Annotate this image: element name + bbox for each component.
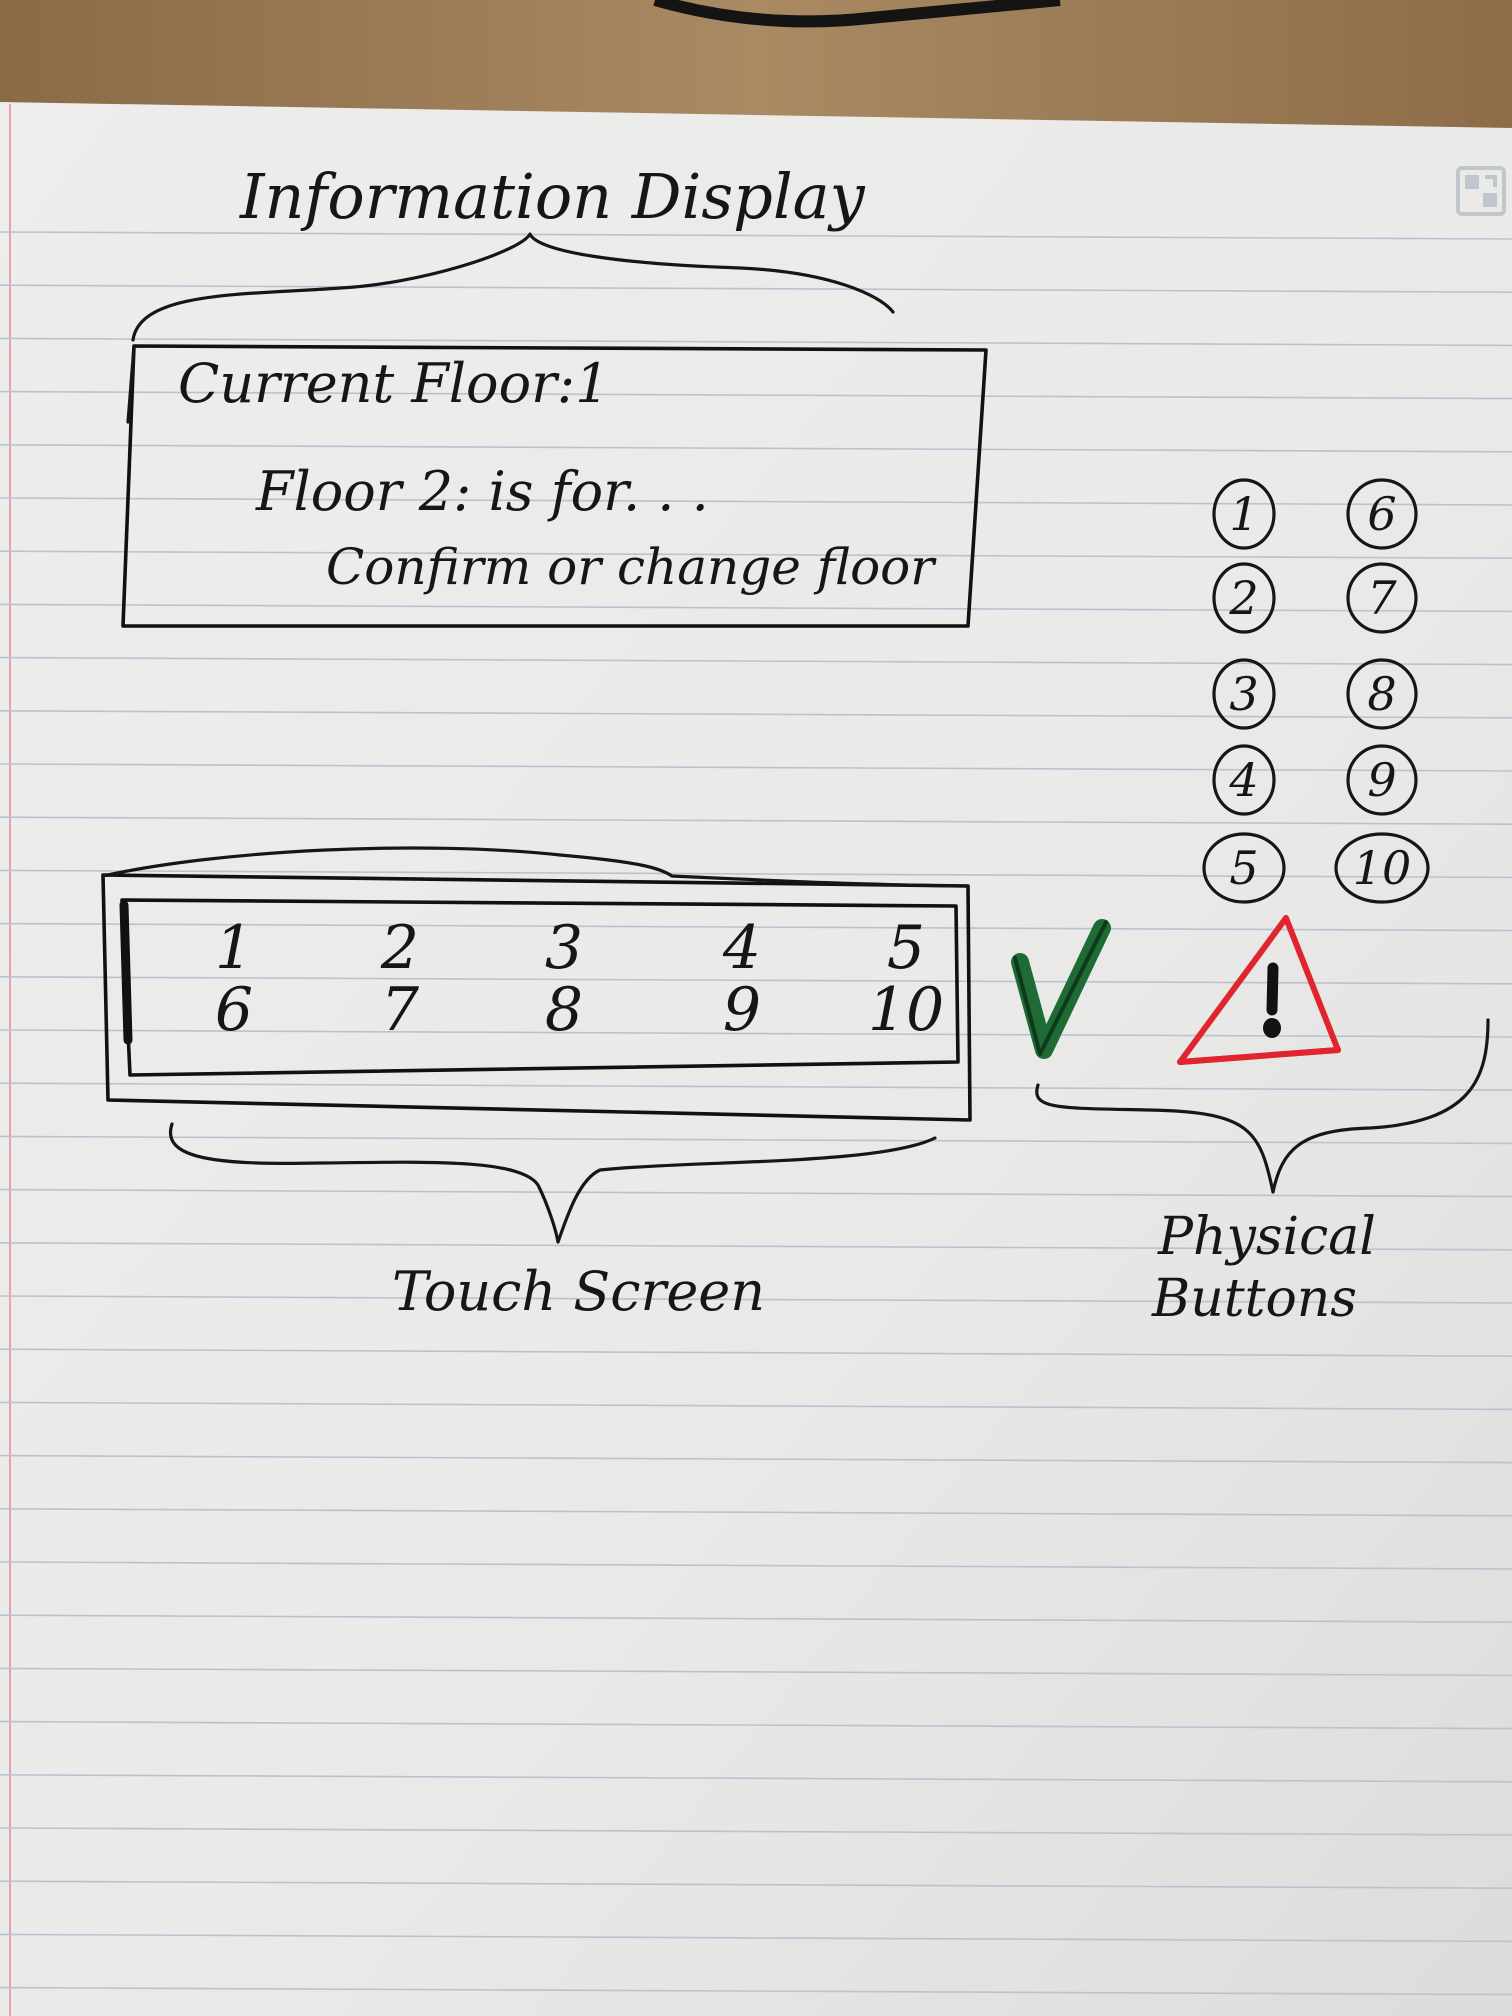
button-number: 9	[1367, 753, 1396, 807]
button-outline	[1346, 658, 1418, 730]
ruled-line	[0, 1933, 1512, 1943]
button-number: 7	[1367, 571, 1397, 625]
ruled-line	[0, 1774, 1512, 1783]
button-number: 6	[1367, 487, 1396, 541]
ruled-line	[0, 1561, 1512, 1570]
ruled-line	[0, 1348, 1512, 1357]
physical-button-grid: 1 2 3 4 5 6 7 8 9 10	[1202, 478, 1430, 904]
physical-floor-button-7[interactable]: 7	[1346, 562, 1418, 634]
paper-sheet	[0, 102, 1512, 2016]
physical-floor-button-1[interactable]: 1	[1212, 478, 1276, 550]
physical-buttons-label-2: Buttons	[1151, 1269, 1357, 1329]
physical-floor-button-5[interactable]: 5	[1202, 832, 1286, 904]
ruled-line	[0, 1295, 1512, 1304]
ruled-lines	[0, 231, 1512, 1996]
touch-screen-brace	[168, 1122, 937, 1244]
ruled-line	[0, 763, 1512, 772]
button-outline	[1212, 562, 1276, 634]
qr-scan-icon	[1456, 166, 1506, 216]
ruled-line	[0, 816, 1512, 826]
ruled-line	[0, 709, 1512, 719]
button-outline	[1346, 562, 1418, 634]
ruled-line	[0, 1188, 1512, 1198]
touch-key-2[interactable]: 2	[380, 913, 419, 983]
button-number: 10	[1353, 841, 1412, 895]
touch-key-5[interactable]: 5	[887, 913, 925, 983]
button-outline	[1212, 478, 1276, 550]
check-mark-icon[interactable]	[1011, 919, 1111, 1059]
touch-key-6[interactable]: 6	[215, 975, 253, 1045]
ruled-line	[0, 869, 1512, 879]
ruled-line	[0, 1029, 1512, 1038]
button-outline	[1202, 832, 1286, 904]
ruled-line	[0, 603, 1512, 613]
current-floor-text: Current Floor:1	[178, 352, 609, 415]
touch-key-8[interactable]: 8	[545, 975, 583, 1045]
button-number: 2	[1228, 571, 1258, 625]
button-number: 5	[1229, 841, 1258, 895]
confirm-prompt-text: Confirm or change floor	[326, 538, 937, 596]
button-outline	[1346, 478, 1418, 550]
button-outline	[1212, 744, 1276, 816]
info-display-title: Information Display	[239, 160, 866, 233]
ruled-line	[0, 284, 1512, 294]
ruled-line	[0, 1667, 1512, 1677]
ruled-line	[0, 1135, 1512, 1145]
physical-floor-button-4[interactable]: 4	[1212, 744, 1276, 816]
ruled-line	[0, 975, 1512, 985]
ruled-line	[0, 922, 1512, 932]
touch-screen-panel[interactable]: 1 2 3 4 5 6 7 8 9 10	[101, 846, 972, 1122]
ruled-line	[0, 1082, 1512, 1091]
button-outline	[1334, 832, 1430, 904]
warning-triangle-icon[interactable]	[1177, 915, 1341, 1065]
button-number: 1	[1229, 487, 1258, 541]
ruled-line	[0, 1986, 1512, 1996]
touch-key-4[interactable]: 4	[722, 913, 761, 983]
ruled-line	[0, 1614, 1512, 1623]
button-number: 4	[1228, 753, 1258, 807]
ruled-line	[0, 443, 1512, 453]
ruled-line	[0, 497, 1512, 506]
touch-key-1[interactable]: 1	[215, 913, 253, 983]
button-number: 8	[1367, 667, 1396, 721]
cable-decoration	[653, 0, 1061, 28]
physical-buttons-label-1: Physical	[1157, 1207, 1376, 1267]
touch-key-10[interactable]: 10	[868, 975, 944, 1045]
ruled-line	[0, 231, 1512, 240]
touch-key-3[interactable]: 3	[545, 913, 583, 983]
touch-key-7[interactable]: 7	[381, 975, 420, 1045]
physical-floor-button-9[interactable]: 9	[1346, 744, 1418, 816]
floor-message-text: Floor 2: is for. . .	[255, 460, 709, 523]
physical-floor-button-6[interactable]: 6	[1346, 478, 1418, 550]
ruled-line	[0, 1401, 1512, 1411]
information-display-panel: Current Floor:1 Floor 2: is for. . . Con…	[121, 344, 988, 628]
ruled-line	[0, 550, 1512, 560]
ruled-line	[0, 337, 1512, 347]
ruled-line	[0, 1454, 1512, 1464]
button-outline	[1212, 658, 1276, 730]
info-display-brace	[131, 232, 895, 342]
ruled-line	[0, 1880, 1512, 1889]
touch-key-9[interactable]: 9	[723, 975, 761, 1045]
physical-floor-button-8[interactable]: 8	[1346, 658, 1418, 730]
physical-buttons-brace	[1035, 1018, 1490, 1194]
physical-floor-button-2[interactable]: 2	[1212, 562, 1276, 634]
ruled-line	[0, 390, 1512, 400]
button-outline	[1346, 744, 1418, 816]
ruled-line	[0, 1720, 1512, 1730]
ruled-line	[0, 1242, 1512, 1251]
touch-screen-label: Touch Screen	[392, 1260, 765, 1323]
ruled-line	[0, 1508, 1512, 1517]
button-number: 3	[1229, 667, 1258, 721]
physical-floor-button-10[interactable]: 10	[1334, 832, 1430, 904]
physical-floor-button-3[interactable]: 3	[1212, 658, 1276, 730]
ruled-line	[0, 1827, 1512, 1836]
touch-keypad: 1 2 3 4 5 6 7 8 9 10	[215, 913, 944, 1045]
